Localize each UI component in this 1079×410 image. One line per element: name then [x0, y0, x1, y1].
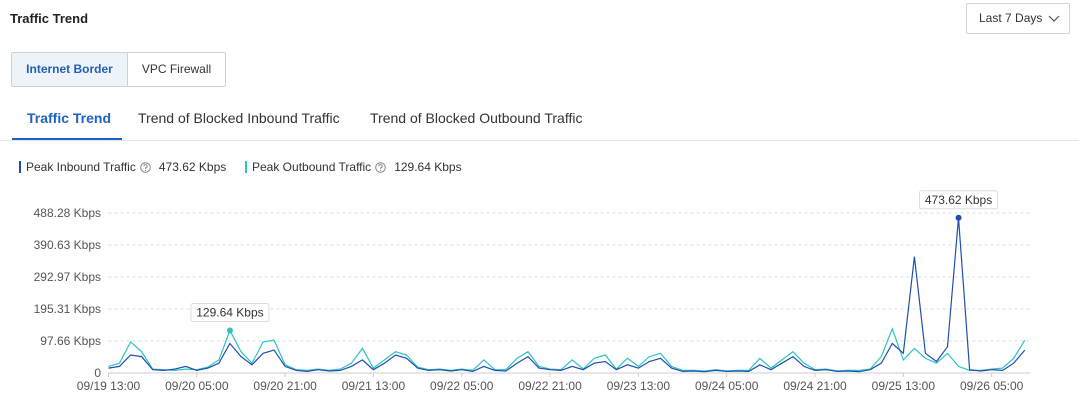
range-select[interactable]: Last 7 Days	[966, 3, 1070, 34]
y-tick-label: 97.66 Kbps	[40, 334, 101, 348]
help-icon[interactable]	[375, 162, 386, 173]
help-icon[interactable]	[140, 162, 151, 173]
section-title: Traffic Trend	[10, 11, 89, 26]
x-tick-label: 09/24 21:00	[783, 379, 847, 393]
x-tick-label: 09/20 21:00	[253, 379, 317, 393]
y-tick-label: 292.97 Kbps	[34, 270, 101, 284]
annotation-point	[226, 327, 233, 334]
scope-button[interactable]: VPC Firewall	[127, 52, 226, 87]
y-tick-label: 195.31 Kbps	[34, 302, 101, 316]
tab[interactable]: Trend of Blocked Inbound Traffic	[138, 110, 340, 126]
legend-value: 473.62 Kbps	[158, 160, 227, 174]
annotation-point	[955, 214, 962, 221]
tab-indicator	[12, 138, 122, 140]
chevron	[1048, 15, 1060, 22]
annotation: 129.64 Kbps	[190, 303, 270, 334]
y-tick-label: 488.28 Kbps	[34, 206, 101, 220]
range-text: Last 7 Days	[979, 11, 1043, 25]
chart: 0 97.66 Kbps 195.31 Kbps 292.97 Kbps 390.63 …	[34, 190, 1031, 393]
tab[interactable]: Trend of Blocked Outbound Traffic	[370, 110, 583, 126]
annotation-box	[190, 303, 270, 323]
x-tick-label: 09/25 13:00	[872, 379, 936, 393]
legend-item: Peak Outbound Traffic 129.64 Kbps	[245, 159, 462, 175]
x-tick-label: 09/19 13:00	[77, 379, 141, 393]
legend-name: Peak Inbound Traffic	[26, 160, 136, 174]
x-tick-label: 09/26 05:00	[960, 379, 1024, 393]
annotation-text: 473.62 Kbps	[925, 193, 992, 207]
legend-name: Peak Outbound Traffic	[252, 160, 372, 174]
scope-button[interactable]: Internet Border	[11, 52, 128, 87]
annotation-box	[919, 190, 999, 210]
legend-swatch	[245, 161, 247, 173]
x-tick-label: 09/22 05:00	[430, 379, 494, 393]
annotation-text: 129.64 Kbps	[196, 306, 263, 320]
y-tick-label: 0	[94, 366, 101, 380]
series-line	[108, 217, 1026, 373]
x-tick-label: 09/21 13:00	[342, 379, 406, 393]
x-tick-label: 09/20 05:00	[165, 379, 229, 393]
x-tick-label: 09/24 05:00	[695, 379, 759, 393]
tab-divider	[0, 140, 1079, 141]
y-tick-label: 390.63 Kbps	[34, 238, 101, 252]
legend-item: Peak Inbound Traffic 473.62 Kbps	[19, 159, 226, 175]
x-tick-label: 09/23 13:00	[607, 379, 671, 393]
tab[interactable]: Traffic Trend	[27, 110, 112, 126]
x-tick-label: 09/22 21:00	[518, 379, 582, 393]
legend-value: 129.64 Kbps	[394, 160, 462, 174]
series-line	[108, 327, 1026, 372]
annotation: 473.62 Kbps	[919, 190, 999, 221]
legend-swatch	[19, 161, 21, 173]
